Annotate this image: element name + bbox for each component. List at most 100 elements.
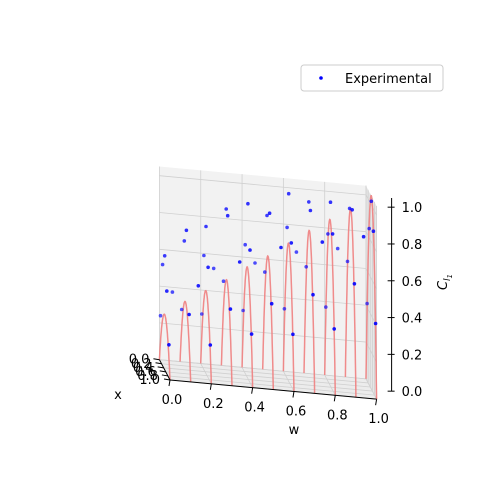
data-point-50 (170, 290, 175, 294)
data-point-44 (352, 282, 357, 286)
data-point-56 (294, 250, 299, 254)
x-tick-label: 0.4 (133, 361, 154, 376)
data-point-19 (243, 242, 247, 247)
x-axis-label: x (114, 388, 122, 403)
y-tick-mark (251, 387, 254, 394)
data-point-32 (304, 265, 309, 269)
x-tick-label: 0.6 (135, 365, 156, 380)
model-curve-2 (199, 289, 213, 384)
data-point-6 (182, 239, 187, 243)
data-point-52 (211, 266, 216, 271)
data-point-10 (202, 253, 206, 258)
grid-line (365, 231, 377, 253)
data-point-11 (204, 224, 208, 229)
data-point-45 (365, 301, 369, 306)
tick-labels: 0.00.20.40.60.81.00.0 0.2 0.4 0.6 0.8 1.00.00… (129, 201, 423, 427)
data-point-47 (369, 199, 374, 204)
x-tick-mark (161, 374, 168, 377)
y-tick-mark (333, 395, 336, 402)
x-tick-mark (157, 366, 164, 369)
grid-line (159, 248, 367, 269)
data-point-39 (330, 232, 335, 236)
data-point-58 (335, 246, 340, 251)
grid-line (159, 175, 367, 196)
z-tick-label: 1.0 (402, 201, 423, 216)
y-tick-mark (375, 399, 378, 406)
legend: Experimental (300, 64, 444, 92)
grid-line (167, 375, 375, 396)
axes-panes (159, 166, 377, 400)
data-point-51 (196, 284, 201, 288)
x-tick-label: 0.0 (129, 353, 150, 368)
data-point-34 (308, 208, 313, 213)
grid-line (324, 374, 336, 396)
x-axis-line (158, 359, 171, 381)
model-curve-7 (303, 229, 316, 394)
data-point-15 (224, 207, 228, 211)
y-tick-label: 0.6 (286, 405, 307, 420)
data-point-33 (307, 200, 311, 204)
scatter-points (158, 191, 378, 347)
grid-line (200, 363, 212, 385)
data-point-2 (162, 254, 167, 258)
data-point-35 (311, 292, 315, 297)
data-point-37 (326, 232, 330, 236)
data-point-40 (332, 327, 337, 331)
grid-line (365, 194, 377, 216)
x-tick-mark (153, 358, 160, 361)
data-point-49 (373, 321, 378, 326)
data-point-1 (160, 262, 165, 267)
data-point-53 (237, 260, 242, 264)
data-point-59 (361, 234, 366, 239)
data-point-27 (282, 307, 287, 311)
grid-line (241, 367, 253, 388)
data-point-16 (225, 213, 230, 218)
legend-marker-experimental (319, 76, 323, 80)
data-point-28 (285, 225, 289, 230)
data-point-38 (328, 200, 333, 204)
y-axis-label: w (289, 423, 300, 438)
data-point-22 (249, 332, 254, 336)
y-tick-mark (209, 383, 212, 390)
data-point-43 (350, 208, 355, 212)
z-axis-label-main: C (436, 280, 451, 290)
data-point-25 (267, 211, 272, 215)
x-tick-mark (159, 370, 166, 373)
z-axis-label: Cl1 (436, 274, 454, 290)
data-point-20 (246, 201, 250, 206)
data-point-12 (206, 265, 210, 270)
z-tick-label: 0.4 (402, 312, 423, 327)
z-tick-label: 0.6 (402, 275, 423, 290)
grid-line (161, 363, 369, 384)
y-tick-label: 1.0 (368, 412, 389, 427)
x-tick-mark (155, 362, 162, 365)
data-point-23 (263, 270, 267, 274)
x-tick-label: 0.8 (137, 369, 158, 384)
data-point-5 (179, 307, 184, 312)
svg-text:Cl1: Cl1 (436, 274, 454, 290)
back-pane (159, 166, 366, 379)
y-axis-line (169, 379, 377, 400)
data-point-30 (289, 241, 294, 245)
data-point-9 (200, 312, 204, 316)
y-tick-label: 0.4 (244, 401, 265, 416)
y-tick-mark (292, 391, 295, 398)
data-point-29 (286, 191, 291, 196)
y-tick-label: 0.0 (162, 393, 183, 408)
data-point-0 (158, 313, 163, 318)
data-point-18 (241, 308, 245, 313)
model-curve-5 (261, 254, 275, 390)
y-tick-label: 0.2 (203, 397, 224, 412)
data-point-14 (221, 279, 226, 284)
model-curve-10 (365, 195, 378, 400)
data-point-24 (265, 213, 269, 218)
model-curve-1 (179, 300, 192, 382)
z-tick-label: 0.8 (402, 238, 423, 253)
axis-lines (158, 197, 393, 400)
grid-line (159, 322, 367, 343)
x-tick-label: 0.2 (131, 357, 152, 372)
model-curve-3 (220, 278, 233, 386)
y-tick-label: 0.8 (327, 408, 348, 423)
data-point-54 (253, 261, 257, 265)
